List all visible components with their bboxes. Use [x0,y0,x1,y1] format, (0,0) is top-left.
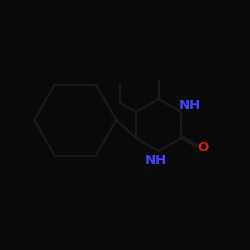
Text: O: O [198,142,209,154]
Text: NH: NH [179,99,201,112]
Text: NH: NH [145,154,167,167]
